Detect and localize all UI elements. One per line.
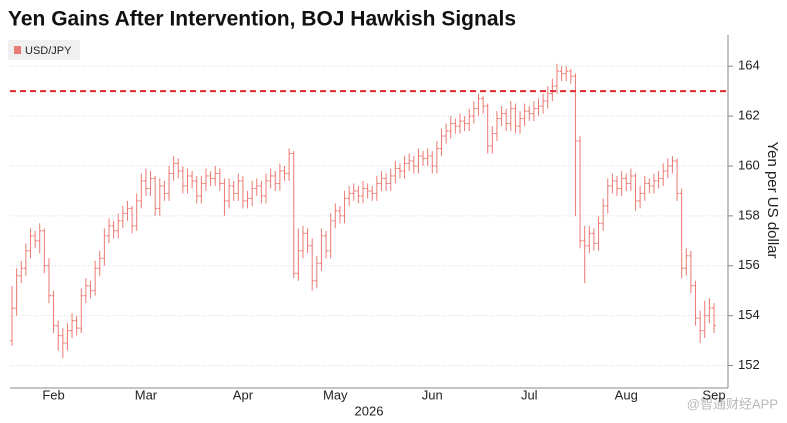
- x-tick-label: Sep: [702, 387, 725, 402]
- y-tick-label: 158: [738, 207, 760, 222]
- x-tick-label: Feb: [42, 387, 64, 402]
- x-tick-label: Jun: [422, 387, 443, 402]
- x-tick-label: Aug: [615, 387, 638, 402]
- y-tick-label: 164: [738, 58, 760, 73]
- legend-swatch: [14, 46, 21, 54]
- legend-label: USD/JPY: [25, 45, 72, 57]
- y-tick-label: 156: [738, 257, 760, 272]
- chart-title: Yen Gains After Intervention, BOJ Hawkis…: [8, 8, 516, 31]
- watermark: @智通财经APP: [687, 396, 778, 411]
- x-axis-label: 2026: [355, 403, 384, 418]
- x-tick-label: Mar: [135, 387, 158, 402]
- y-tick-label: 162: [738, 108, 760, 123]
- x-tick-label: Jul: [521, 387, 538, 402]
- x-tick-label: Apr: [233, 387, 254, 402]
- y-axis-label: Yen per US dollar: [764, 141, 781, 258]
- legend-box: [8, 40, 80, 60]
- y-tick-label: 154: [738, 307, 760, 322]
- x-tick-label: May: [323, 387, 348, 402]
- y-tick-label: 160: [738, 157, 760, 172]
- y-tick-label: 152: [738, 357, 760, 372]
